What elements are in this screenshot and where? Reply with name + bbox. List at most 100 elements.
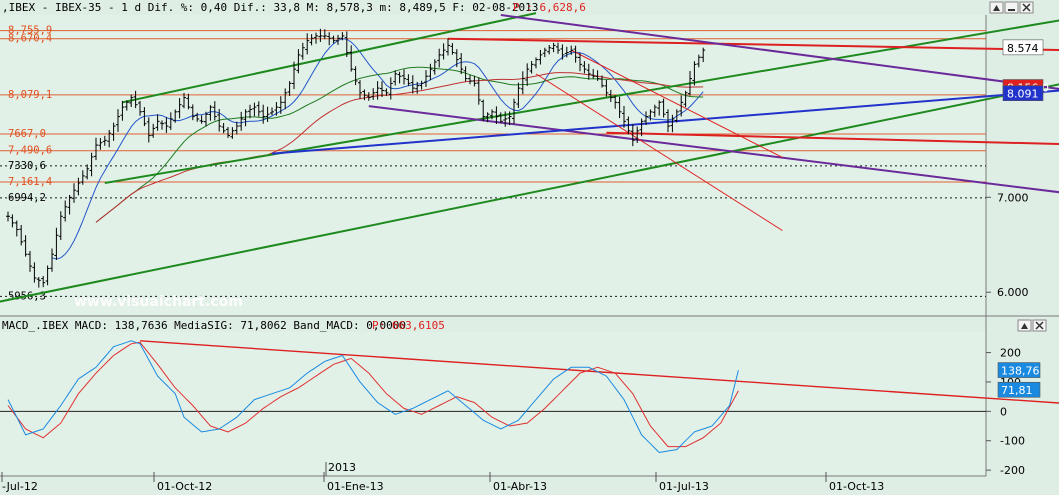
- x-tick-label: 01-Oct-12: [157, 480, 212, 493]
- ohlc-bar: [36, 277, 41, 288]
- ohlc-bar: [336, 34, 340, 45]
- ohlc-bar: [362, 89, 367, 101]
- ohlc-bar: [441, 43, 446, 60]
- ohlc-bar: [644, 111, 648, 125]
- ohlc-bar: [76, 177, 81, 196]
- chart-up-icon[interactable]: [1017, 319, 1032, 332]
- ohlc-bar: [384, 88, 389, 96]
- ohlc-bar: [270, 107, 274, 116]
- level-label: 7,490,6: [8, 145, 52, 157]
- ohlc-bar: [204, 111, 208, 127]
- ohlc-bar: [529, 61, 534, 74]
- macd-value-tag: [997, 362, 1041, 378]
- y-tick-label: 7.000: [997, 191, 1029, 204]
- ohlc-bar: [63, 200, 68, 222]
- ohlc-bar: [639, 118, 644, 137]
- macd-value-tag-label: 138,76: [1001, 365, 1040, 378]
- ohlc-bar: [393, 70, 398, 86]
- x-tick-label: 01-Oct-13: [829, 480, 884, 493]
- ohlc-bar: [54, 227, 59, 260]
- ohlc-bar: [98, 137, 103, 150]
- ohlc-bar: [107, 129, 112, 148]
- ohlc-bar: [28, 251, 32, 272]
- ohlc-bar: [318, 28, 323, 42]
- ohlc-bar: [190, 104, 195, 121]
- ohlc-bar: [186, 93, 191, 110]
- ohlc-bar: [58, 211, 63, 241]
- ohlc-bar: [230, 127, 235, 139]
- ohlc-bar: [472, 75, 477, 87]
- ohlc-bar: [349, 45, 354, 72]
- ohlc-bar: [50, 248, 54, 272]
- ohlc-bar: [261, 104, 266, 124]
- ohlc-bar: [608, 89, 613, 103]
- macd-line: [7, 340, 739, 454]
- macd-plot-area[interactable]: [0, 332, 986, 476]
- ohlc-bar: [648, 109, 653, 121]
- ohlc-bar: [314, 32, 318, 44]
- level-label: 8,755,9: [8, 25, 52, 37]
- ohlc-bar: [331, 35, 336, 44]
- macd-trendline: [139, 340, 1059, 404]
- chart-up-icon[interactable]: [989, 1, 1004, 14]
- ohlc-bar: [160, 120, 164, 130]
- x-tick-label: 01-Jul-13: [659, 480, 709, 493]
- ohlc-bar: [138, 101, 142, 116]
- trendline: [606, 131, 1059, 145]
- ohlc-bar: [239, 111, 244, 131]
- ohlc-bar: [199, 115, 204, 124]
- ohlc-bar: [490, 109, 494, 120]
- ohlc-bar: [622, 106, 626, 128]
- ohlc-bar: [388, 77, 393, 100]
- close-icon[interactable]: [1032, 319, 1047, 332]
- ohlc-bar: [661, 98, 666, 118]
- minimize-icon[interactable]: [1004, 1, 1019, 14]
- ohlc-bar: [133, 90, 138, 109]
- ohlc-bar: [446, 38, 450, 56]
- ohlc-bar: [512, 98, 516, 124]
- ohlc-bar: [146, 117, 151, 143]
- ohlc-bar: [450, 43, 455, 55]
- macd-header-p: P: 663,6105: [372, 319, 445, 332]
- y-tick-label: 6.000: [997, 286, 1029, 299]
- price-tag-label: 8.574: [1007, 42, 1039, 55]
- ohlc-bar: [248, 104, 252, 119]
- ohlc-bar: [45, 265, 50, 286]
- ohlc-bar: [534, 57, 538, 69]
- price-plot-area[interactable]: [0, 15, 986, 315]
- macd-panel-buttons: [1017, 319, 1047, 332]
- ohlc-bar: [72, 183, 76, 203]
- ohlc-bar: [410, 75, 415, 94]
- ohlc-bar: [14, 220, 19, 237]
- x-tick-label: -Jul-12: [2, 480, 38, 493]
- ohlc-bar: [494, 106, 499, 124]
- ohlc-bar: [168, 112, 173, 130]
- ohlc-bar: [696, 54, 701, 68]
- ohlc-bar: [142, 107, 147, 127]
- ohlc-bar: [556, 42, 560, 54]
- ohlc-bar: [652, 104, 657, 118]
- ohlc-bar: [41, 275, 46, 288]
- macd-value-tag-label: 71,81: [1001, 384, 1033, 397]
- ohlc-bar: [419, 80, 424, 90]
- ohlc-bar: [322, 29, 327, 40]
- ohlc-bar: [503, 111, 508, 127]
- ohlc-bar: [195, 112, 200, 122]
- ohlc-bar: [173, 109, 178, 123]
- macd-y-tick-label: -200: [1000, 464, 1025, 477]
- ohlc-bar: [476, 77, 481, 105]
- ohlc-bar: [688, 71, 692, 96]
- ohlc-bar: [371, 88, 376, 100]
- close-icon[interactable]: [1019, 1, 1034, 14]
- ohlc-bar: [300, 42, 305, 60]
- price-tag: [1002, 85, 1044, 102]
- ohlc-bar: [701, 47, 706, 63]
- ohlc-bar: [604, 79, 609, 97]
- ohlc-bar: [366, 92, 371, 101]
- trendline: [0, 83, 1059, 303]
- ohlc-bar: [600, 75, 604, 88]
- trendline: [104, 19, 1059, 185]
- ohlc-bar: [32, 262, 37, 283]
